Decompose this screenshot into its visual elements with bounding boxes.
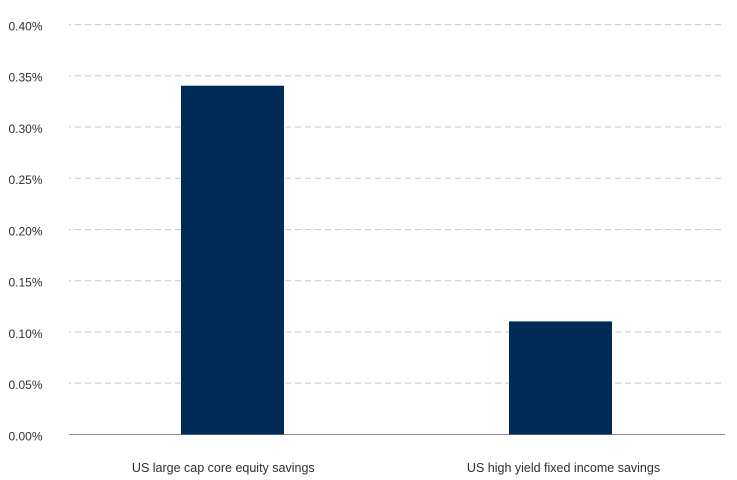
svg-text:0.00%: 0.00% [8, 429, 42, 443]
svg-text:0.40%: 0.40% [8, 20, 42, 34]
svg-text:US high yield fixed income sav: US high yield fixed income savings [467, 461, 660, 475]
svg-text:0.30%: 0.30% [8, 122, 42, 136]
svg-text:0.35%: 0.35% [8, 71, 42, 85]
svg-text:0.25%: 0.25% [8, 173, 42, 187]
svg-text:US large cap core equity savin: US large cap core equity savings [132, 461, 315, 475]
svg-text:0.10%: 0.10% [8, 327, 42, 341]
svg-text:0.20%: 0.20% [8, 224, 42, 238]
svg-text:0.05%: 0.05% [8, 378, 42, 392]
svg-text:0.15%: 0.15% [8, 276, 42, 290]
